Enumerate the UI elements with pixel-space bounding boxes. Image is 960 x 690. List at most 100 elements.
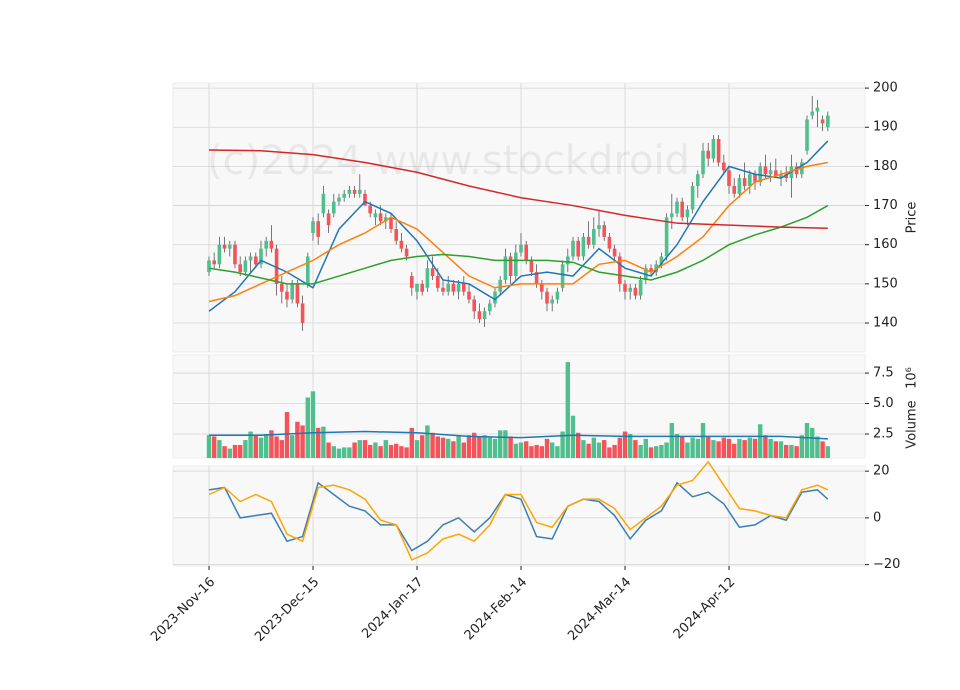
candle-body	[493, 291, 497, 304]
volume-bar	[243, 440, 248, 458]
y-tick-label: 200	[873, 81, 898, 96]
volume-bar	[752, 438, 758, 458]
y-tick-label: 5.0	[873, 396, 894, 411]
candle-body	[243, 260, 248, 273]
volume-bar	[539, 446, 545, 458]
candle-body	[227, 244, 232, 249]
volume-bar	[778, 441, 784, 458]
volume-bar	[279, 440, 284, 458]
volume-bar	[232, 444, 238, 458]
volume-bar	[289, 435, 295, 458]
volume-bar	[419, 435, 425, 458]
candle-body	[467, 291, 471, 300]
candle-body	[311, 221, 315, 233]
volume-bar	[274, 436, 279, 458]
candle-body	[274, 248, 279, 284]
candle-body	[482, 311, 487, 320]
candle-body	[742, 178, 747, 186]
volume-bar	[534, 444, 539, 458]
candle-body	[612, 248, 617, 257]
volume-bar	[451, 441, 456, 458]
x-tick-label: 2024-Jan-17	[359, 575, 426, 642]
volume-bar	[706, 436, 711, 458]
x-tick-label: 2024-Apr-12	[671, 575, 738, 642]
candle-body	[446, 283, 450, 292]
volume-bar	[435, 436, 440, 458]
volume-bar	[373, 442, 378, 458]
candle-body	[316, 221, 320, 237]
y-tick-label: −20	[873, 557, 900, 572]
candle-body	[545, 291, 549, 304]
candle-body	[285, 291, 289, 300]
volume-bar	[654, 446, 659, 458]
candle-body	[425, 268, 430, 288]
candle-body	[618, 256, 622, 284]
y-offset-label: 10⁶	[905, 367, 920, 389]
y-tick-label: 160	[873, 237, 898, 252]
line-series	[208, 140, 829, 312]
volume-bar	[378, 446, 383, 458]
candle-body	[212, 260, 216, 265]
volume-bar	[591, 437, 597, 458]
volume-bar	[628, 433, 633, 458]
candle-body	[253, 256, 258, 265]
volume-bar	[341, 447, 347, 458]
candle-body	[737, 178, 742, 194]
volume-bar	[321, 426, 326, 458]
candle-body	[774, 170, 778, 177]
volume-bar	[664, 442, 669, 458]
candle-body	[430, 268, 435, 277]
candle-body	[748, 174, 752, 186]
candle-body	[659, 256, 664, 265]
volume-bar	[737, 438, 742, 458]
volume-bar	[820, 441, 825, 458]
candle-body	[529, 260, 534, 273]
candle-body	[805, 119, 809, 151]
volume-bar	[305, 397, 310, 458]
volume-bar	[217, 440, 222, 458]
candle-body	[690, 185, 695, 210]
candle-body	[248, 256, 253, 261]
volume-bar	[310, 391, 316, 458]
candle-body	[420, 283, 424, 292]
candle-body	[207, 260, 211, 273]
candle-body	[519, 244, 523, 253]
candle-body	[326, 213, 331, 226]
volume-bar	[295, 421, 300, 458]
volume-bar	[362, 440, 368, 458]
candle-body	[394, 229, 398, 241]
volume-bar	[799, 435, 805, 458]
candle-body	[711, 138, 716, 159]
volume-bar	[742, 440, 747, 458]
candle-body	[758, 166, 763, 183]
candle-body	[279, 283, 284, 292]
line-series	[208, 204, 829, 285]
candle-body	[571, 240, 575, 257]
volume-bar	[284, 412, 290, 458]
volume-bar	[508, 436, 513, 458]
volume-bar	[648, 447, 654, 458]
volume-bar	[810, 427, 815, 458]
candle-body	[722, 162, 726, 171]
candle-body	[373, 213, 378, 218]
candle-body	[680, 201, 685, 218]
candle-body	[732, 185, 737, 194]
volume-bar	[602, 440, 607, 458]
volume-bar	[367, 444, 373, 458]
candle-body	[581, 236, 586, 257]
volume-bar	[638, 444, 643, 458]
volume-bar	[461, 442, 466, 458]
volume-bar	[633, 440, 638, 458]
volume-bar	[784, 444, 789, 458]
candle-body	[820, 119, 825, 124]
candle-body	[670, 213, 674, 218]
y-tick-label: 2.5	[873, 426, 894, 441]
volume-bar	[482, 435, 487, 458]
candle-body	[685, 209, 690, 218]
candle-body	[472, 299, 476, 312]
candle-body	[321, 193, 326, 214]
volume-bar	[581, 440, 586, 458]
volume-bar	[477, 436, 482, 458]
line-series	[208, 460, 829, 561]
candle-body	[222, 244, 227, 249]
